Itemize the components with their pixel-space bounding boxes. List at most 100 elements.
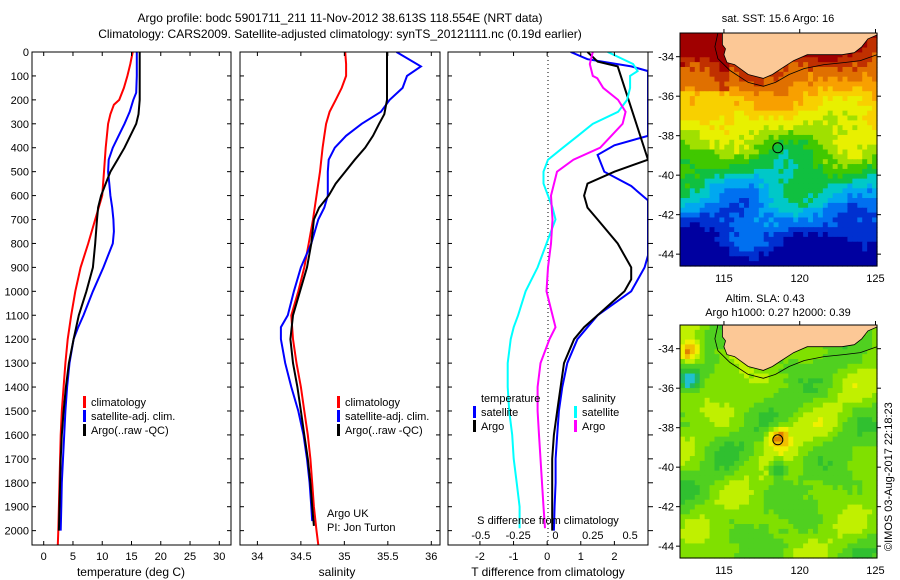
heatmap-cell xyxy=(803,232,809,238)
heatmap-cell xyxy=(758,76,765,83)
heatmap-cell xyxy=(768,441,775,447)
heatmap-cell xyxy=(709,388,716,394)
heatmap-cell xyxy=(817,183,824,189)
heatmap-cell xyxy=(778,178,785,185)
heatmap-cell xyxy=(699,154,706,160)
heatmap-cell xyxy=(842,236,849,243)
heatmap-cell xyxy=(709,349,716,355)
heatmap-cell xyxy=(808,548,814,554)
heatmap-cell xyxy=(788,178,794,185)
heatmap-cell xyxy=(837,207,844,214)
heatmap-cell xyxy=(724,96,730,102)
heatmap-cell xyxy=(872,349,878,355)
heatmap-cell xyxy=(753,426,760,433)
heatmap-cell xyxy=(837,388,844,394)
heatmap-cell xyxy=(778,407,785,413)
heatmap-cell xyxy=(694,499,701,506)
heatmap-cell xyxy=(739,159,745,165)
heatmap-cell xyxy=(857,217,863,223)
heatmap-cell xyxy=(862,212,868,219)
depth-tick-label: 1500 xyxy=(5,406,29,418)
heatmap-cell xyxy=(798,120,804,126)
heatmap-cell xyxy=(817,57,824,63)
heatmap-cell xyxy=(753,504,760,511)
heatmap-cell xyxy=(862,460,868,467)
heatmap-cell xyxy=(748,373,755,379)
heatmap-cell xyxy=(842,422,849,428)
heatmap-cell xyxy=(724,548,730,554)
heatmap-cell xyxy=(689,86,696,92)
heatmap-cell xyxy=(788,412,794,418)
heatmap-cell xyxy=(847,105,853,112)
heatmap-cell xyxy=(872,451,878,457)
heatmap-cell xyxy=(684,470,691,477)
heatmap-cell xyxy=(689,168,696,175)
heatmap-cell xyxy=(684,241,691,248)
heatmap-cell xyxy=(699,509,706,515)
heatmap-cell xyxy=(803,465,809,472)
heatmap-cell xyxy=(709,57,716,63)
heatmap-cell xyxy=(709,441,716,447)
heatmap-cell xyxy=(739,460,745,467)
heatmap-cell xyxy=(719,52,725,58)
heatmap-cell xyxy=(817,71,824,78)
heatmap-cell xyxy=(862,519,868,525)
heatmap-cell xyxy=(699,528,706,535)
heatmap-cell xyxy=(847,66,853,73)
heatmap-cell xyxy=(827,76,834,83)
heatmap-cell xyxy=(709,188,716,194)
heatmap-cell xyxy=(719,236,725,243)
heatmap-cell xyxy=(847,139,853,146)
heatmap-cell xyxy=(837,52,844,58)
heatmap-cell xyxy=(714,485,720,491)
heatmap-cell xyxy=(793,130,799,136)
heatmap-cell xyxy=(758,236,765,243)
heatmap-cell xyxy=(852,52,858,58)
heatmap-cell xyxy=(867,533,873,540)
heatmap-cell xyxy=(680,422,686,428)
heatmap-cell xyxy=(827,96,834,102)
heatmap-cell xyxy=(852,446,858,452)
heatmap-cell xyxy=(832,402,839,409)
heatmap-cell xyxy=(842,154,849,160)
heatmap-cell xyxy=(724,368,730,375)
heatmap-cell xyxy=(739,451,745,457)
s-tick-label: 0.25 xyxy=(582,530,603,542)
heatmap-cell xyxy=(842,110,849,117)
heatmap-cell xyxy=(857,470,863,477)
heatmap-cell xyxy=(872,354,878,360)
heatmap-cell xyxy=(714,524,720,530)
heatmap-cell xyxy=(763,139,770,146)
heatmap-cell xyxy=(847,173,853,180)
heatmap-cell xyxy=(684,168,691,175)
heatmap-cell xyxy=(857,480,863,486)
lon-tick-label: 125 xyxy=(866,273,884,285)
heatmap-cell xyxy=(699,96,706,102)
heatmap-cell xyxy=(739,524,745,530)
heatmap-cell xyxy=(744,431,750,438)
heatmap-cell xyxy=(689,241,696,248)
heatmap-cell xyxy=(852,499,858,506)
heatmap-cell xyxy=(680,548,686,554)
heatmap-cell xyxy=(680,426,686,433)
heatmap-cell xyxy=(812,368,819,375)
heatmap-cell xyxy=(832,246,839,253)
heatmap-cell xyxy=(684,407,691,413)
heatmap-cell xyxy=(857,130,863,136)
heatmap-cell xyxy=(852,149,858,155)
heatmap-cell xyxy=(680,451,686,457)
heatmap-cell xyxy=(753,76,760,83)
heatmap-cell xyxy=(704,62,711,68)
heatmap-cell xyxy=(694,373,701,379)
heatmap-cell xyxy=(694,538,701,545)
heatmap-cell xyxy=(827,105,834,112)
heatmap-cell xyxy=(812,115,819,121)
heatmap-cell xyxy=(709,480,716,486)
heatmap-cell xyxy=(758,168,765,175)
heatmap-cell xyxy=(867,241,873,248)
heatmap-cell xyxy=(773,402,780,409)
heatmap-cell xyxy=(812,543,819,549)
heatmap-cell xyxy=(837,188,844,194)
heatmap-cell xyxy=(694,378,701,384)
heatmap-cell xyxy=(694,548,701,554)
